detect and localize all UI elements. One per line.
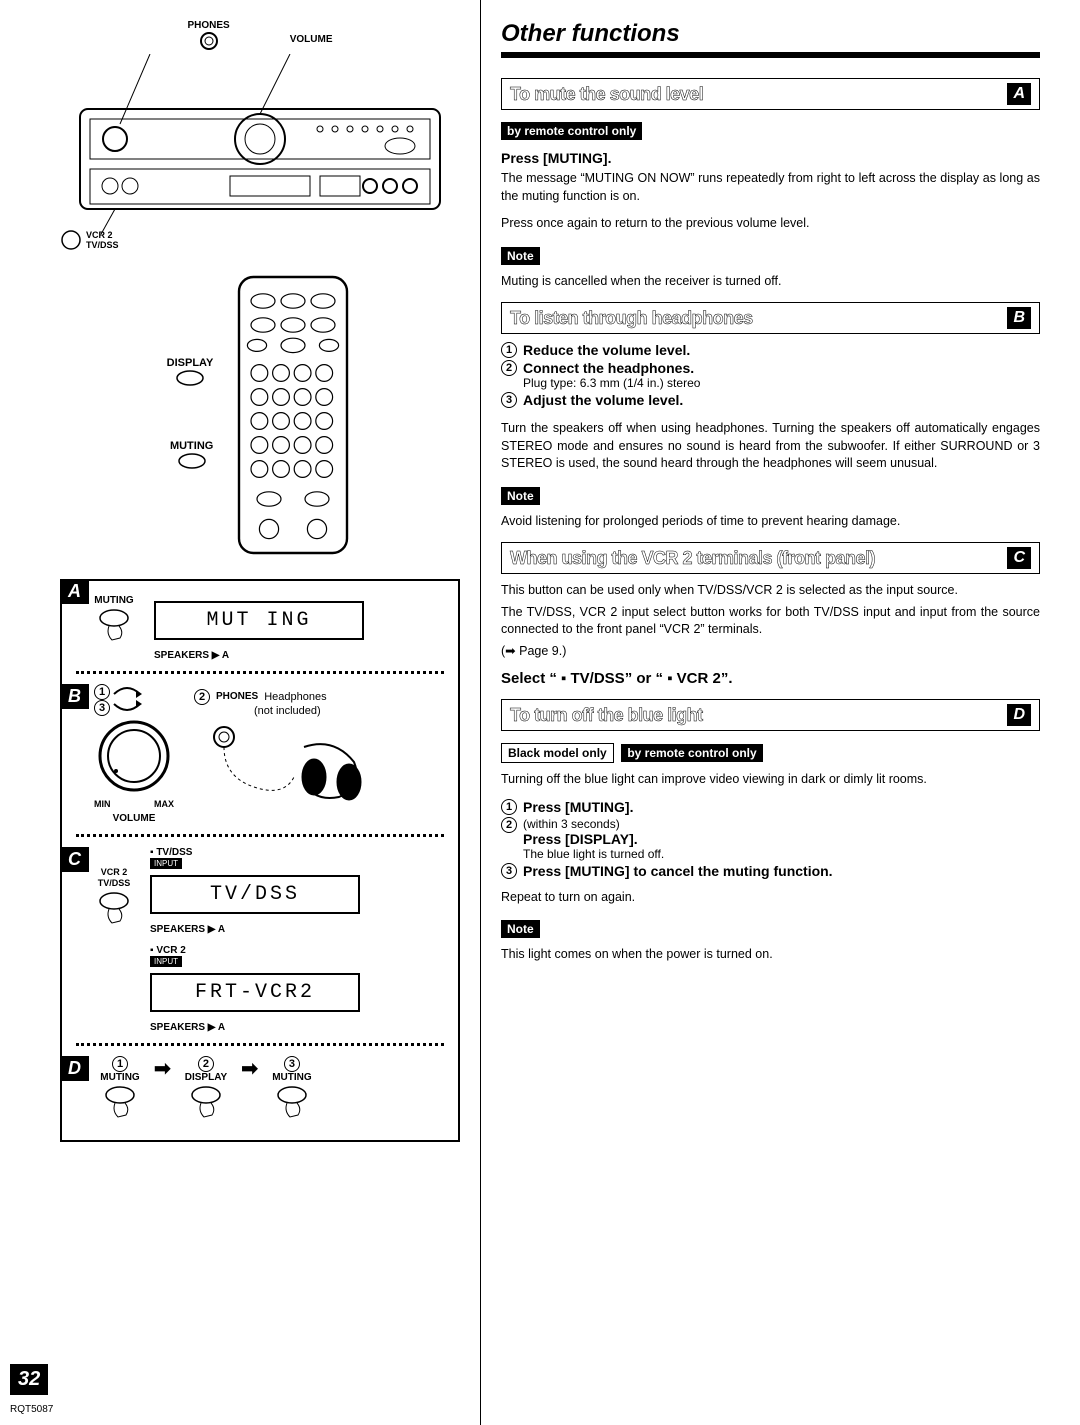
panel-a-speakers: SPEAKERS ▶ A	[154, 650, 229, 661]
note-tag: Note	[501, 920, 540, 938]
panel-c-btn: VCR 2 TV/DSS	[94, 867, 134, 1033]
remote-only-tag: by remote control only	[501, 122, 642, 140]
remote-only-tag: by remote control only	[621, 744, 762, 762]
sec-d-step2-sub: The blue light is turned off.	[523, 847, 664, 861]
sec-b-body: Turn the speakers off when using headpho…	[501, 420, 1040, 473]
panel-a-display: MUT ING	[154, 601, 364, 640]
badge-A: A	[60, 579, 89, 604]
muting-btn-label: MUTING	[170, 440, 213, 452]
sec-a-note: Muting is cancelled when the receiver is…	[501, 273, 1040, 291]
arrow-icon: ➡	[241, 1056, 258, 1081]
arrow-icon: ➡	[154, 1056, 171, 1081]
vcr2-tvdss-label: VCR 2 TV/DSS	[86, 230, 119, 250]
vcr2-header: VCR 2	[156, 945, 185, 956]
left-column: PHONES VOLUME	[0, 0, 480, 1425]
badge-B: B	[60, 684, 89, 709]
tvdss-display: TV/DSS	[150, 875, 360, 914]
right-column: Other functions To mute the sound level …	[480, 0, 1080, 1425]
section-b-header: To listen through headphones B	[501, 302, 1040, 334]
panel-d-step3: 3 MUTING	[272, 1056, 312, 1126]
sec-c-select: Select “ ▪ TV/DSS” or “ ▪ VCR 2”.	[501, 670, 1040, 687]
headphone-svg	[194, 717, 374, 817]
badge-C: C	[60, 847, 89, 872]
section-a-header: To mute the sound level A	[501, 78, 1040, 110]
note-tag: Note	[501, 487, 540, 505]
sec-b-step2-sub: Plug type: 6.3 mm (1/4 in.) stereo	[523, 376, 700, 390]
receiver-svg	[60, 54, 460, 234]
receiver-illustration: PHONES VOLUME	[60, 20, 460, 251]
sec-d-step2: Press [DISPLAY].	[523, 831, 638, 847]
vol-min: MIN	[94, 799, 111, 809]
vol-label: VOLUME	[113, 813, 156, 824]
phones-label: PHONES	[187, 20, 229, 31]
section-d-header: To turn off the blue light D	[501, 699, 1040, 731]
phones-b-label: PHONES	[216, 691, 258, 702]
sec-b-step2: Connect the headphones.	[523, 360, 694, 376]
sec-a-body1: The message “MUTING ON NOW” runs repeate…	[501, 170, 1040, 205]
vcr2-display: FRT-VCR2	[150, 973, 360, 1012]
note-tag: Note	[501, 247, 540, 265]
panel-a-muting: MUTING	[94, 595, 134, 649]
panel-d-step1: 1 MUTING	[100, 1056, 140, 1126]
badge-D: D	[60, 1056, 89, 1081]
sec-a-press: Press [MUTING].	[501, 150, 1040, 166]
sec-b-step1: Reduce the volume level.	[523, 342, 690, 358]
not-included: (not included)	[254, 705, 444, 717]
sec-b-step3: Adjust the volume level.	[523, 392, 683, 408]
sec-d-step1: Press [MUTING].	[523, 799, 633, 815]
sec-b-note: Avoid listening for prolonged periods of…	[501, 513, 1040, 531]
sec-d-repeat: Repeat to turn on again.	[501, 889, 1040, 907]
tvdss-header: TV/DSS	[156, 847, 192, 858]
page-number: 32	[10, 1364, 48, 1395]
sec-d-body1: Turning off the blue light can improve v…	[501, 771, 1040, 789]
sec-d-note: This light comes on when the power is tu…	[501, 946, 1040, 964]
doc-id: RQT5087	[10, 1404, 53, 1415]
remote-illustration: DISPLAY MUTING	[60, 271, 460, 559]
volume-label: VOLUME	[290, 34, 333, 45]
display-btn-label: DISPLAY	[167, 357, 214, 369]
vol-max: MAX	[154, 799, 174, 809]
remote-svg	[233, 271, 353, 559]
sec-c-pageref: (➡ Page 9.)	[501, 643, 1040, 661]
sec-d-step2-pre: (within 3 seconds)	[523, 817, 664, 831]
volume-knob	[94, 716, 174, 796]
page-title: Other functions	[501, 20, 1040, 58]
sec-c-body2: The TV/DSS, VCR 2 input select button wo…	[501, 604, 1040, 639]
panels-box: A MUTING MUT ING SPEAKERS ▶ A B 1 3	[60, 579, 460, 1142]
sec-d-step3: Press [MUTING] to cancel the muting func…	[523, 863, 833, 879]
sec-c-body1: This button can be used only when TV/DSS…	[501, 582, 1040, 600]
headphones-label: Headphones	[264, 691, 326, 703]
black-model-tag: Black model only	[501, 743, 614, 763]
sec-a-body2: Press once again to return to the previo…	[501, 215, 1040, 233]
panel-d-step2: 2 DISPLAY	[185, 1056, 227, 1126]
section-c-header: When using the VCR 2 terminals (front pa…	[501, 542, 1040, 574]
